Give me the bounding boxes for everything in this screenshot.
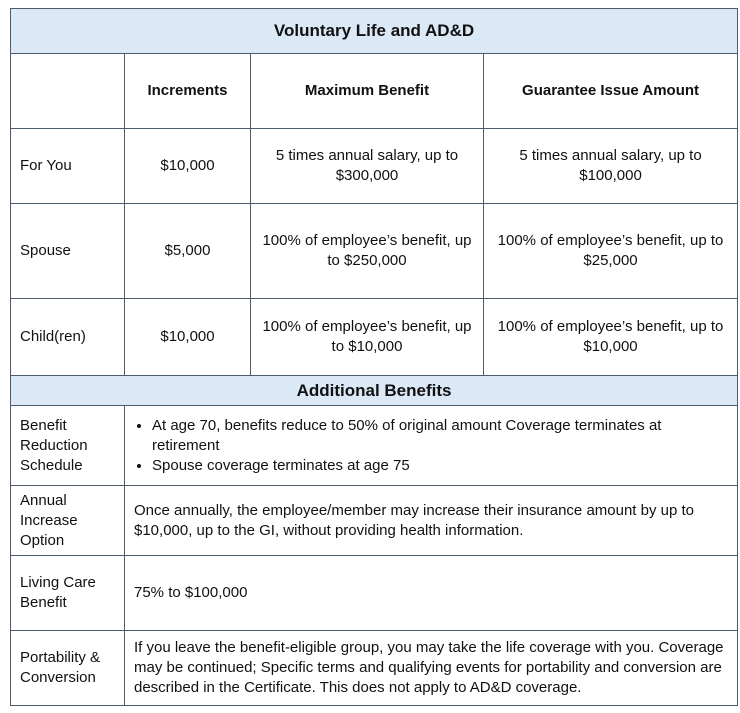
cell: Once annually, the employee/member may i… [123, 485, 739, 556]
cell: 75% to $100,000 [123, 555, 739, 631]
cell: 100% of employee’s benefit, up to $25,00… [482, 203, 739, 299]
table-title: Voluntary Life and AD&D [9, 8, 739, 54]
row-label: For You [10, 128, 125, 204]
column-header: Maximum Benefit [250, 53, 484, 129]
row-label: Benefit Reduction Schedule [10, 405, 125, 486]
cell: At age 70, benefits reduce to 50% of ori… [123, 405, 739, 486]
row-label: Spouse [10, 203, 125, 299]
row-label: Annual Increase Option [10, 485, 125, 556]
cell: If you leave the benefit-eligible group,… [123, 630, 739, 706]
cell: 5 times annual salary, up to $300,000 [250, 128, 484, 204]
cell: 100% of employee’s benefit, up to $10,00… [482, 298, 739, 376]
row-label: Living Care Benefit [10, 555, 125, 631]
row-label: Child(ren) [10, 298, 125, 376]
benefits-table: Voluntary Life and AD&D Increments Maxim… [9, 8, 739, 706]
cell: 100% of employee’s benefit, up to $250,0… [250, 203, 484, 299]
bullet-list: At age 70, benefits reduce to 50% of ori… [134, 416, 728, 476]
row-label: Portability & Conversion [10, 630, 125, 706]
cell: 100% of employee’s benefit, up to $10,00… [250, 298, 484, 376]
section-title: Additional Benefits [9, 375, 739, 406]
cell: $10,000 [124, 298, 251, 376]
column-header: Guarantee Issue Amount [482, 53, 739, 129]
cell: $5,000 [124, 203, 251, 299]
bullet: Spouse coverage terminates at age 75 [152, 456, 728, 476]
bullet: At age 70, benefits reduce to 50% of ori… [152, 416, 728, 456]
empty-cell [10, 53, 125, 129]
column-header: Increments [124, 53, 251, 129]
cell: 5 times annual salary, up to $100,000 [482, 128, 739, 204]
cell: $10,000 [124, 128, 251, 204]
